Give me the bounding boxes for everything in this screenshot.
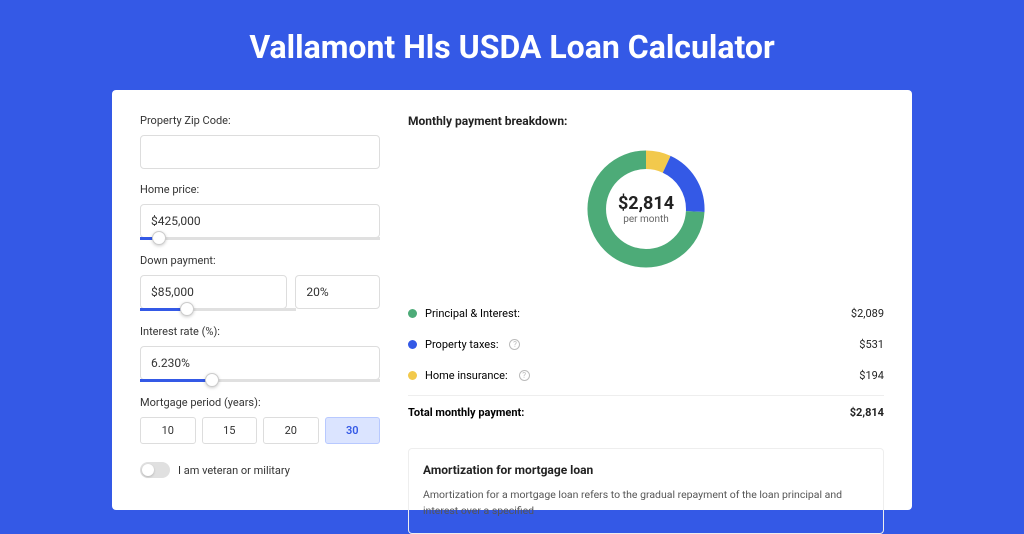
breakdown-title: Monthly payment breakdown: [408,114,884,128]
period-label: Mortgage period (years): [140,396,380,409]
donut-chart: $2,814 per month [408,144,884,274]
amortization-card: Amortization for mortgage loan Amortizat… [408,448,884,534]
donut-sub: per month [618,214,674,225]
legend-label: Principal & Interest: [425,307,520,320]
slider-thumb[interactable] [152,231,166,245]
legend-row: Property taxes:? $531 [408,329,884,360]
interest-field: Interest rate (%): [140,325,380,382]
form-panel: Property Zip Code: Home price: Down paym… [140,114,380,486]
legend-label: Property taxes: [425,338,498,351]
legend-row: Principal & Interest: $2,089 [408,298,884,329]
breakdown-panel: Monthly payment breakdown: $2,814 per mo… [408,114,884,486]
down-payment-label: Down payment: [140,254,380,267]
total-value: $2,814 [850,406,884,419]
interest-slider[interactable] [140,379,380,382]
total-row: Total monthly payment: $2,814 [408,395,884,428]
down-payment-slider[interactable] [140,308,296,311]
donut-amount: $2,814 [618,193,674,214]
veteran-row: I am veteran or military [140,462,380,478]
home-price-label: Home price: [140,183,380,196]
info-icon[interactable]: ? [519,370,530,381]
down-payment-amount-input[interactable] [140,275,287,309]
legend-row: Home insurance:? $194 [408,360,884,391]
period-btn-20[interactable]: 20 [263,417,319,444]
slider-thumb[interactable] [180,302,194,316]
down-payment-field: Down payment: [140,254,380,311]
veteran-toggle[interactable] [140,462,170,478]
home-price-slider[interactable] [140,237,380,240]
legend-dot [408,340,417,349]
page-title: Vallamont Hls USDA Loan Calculator [0,0,1024,90]
slider-thumb[interactable] [205,373,219,387]
home-price-field: Home price: [140,183,380,240]
total-label: Total monthly payment: [408,406,524,419]
home-price-input[interactable] [140,204,380,238]
period-btn-30[interactable]: 30 [325,417,381,444]
interest-label: Interest rate (%): [140,325,380,338]
veteran-label: I am veteran or military [178,464,290,477]
legend-value: $194 [859,369,884,382]
zip-input[interactable] [140,135,380,169]
legend-dot [408,371,417,380]
period-btn-10[interactable]: 10 [140,417,196,444]
period-field: Mortgage period (years): 10152030 [140,396,380,444]
zip-label: Property Zip Code: [140,114,380,127]
legend-value: $531 [859,338,884,351]
amortization-text: Amortization for a mortgage loan refers … [423,487,869,519]
interest-input[interactable] [140,346,380,380]
period-btn-15[interactable]: 15 [202,417,258,444]
toggle-knob [142,464,154,476]
calculator-card: Property Zip Code: Home price: Down paym… [112,90,912,510]
legend-dot [408,309,417,318]
legend-label: Home insurance: [425,369,508,382]
info-icon[interactable]: ? [509,339,520,350]
down-payment-percent-input[interactable] [295,275,380,309]
amortization-title: Amortization for mortgage loan [423,463,869,477]
legend-value: $2,089 [851,307,884,320]
zip-field: Property Zip Code: [140,114,380,169]
